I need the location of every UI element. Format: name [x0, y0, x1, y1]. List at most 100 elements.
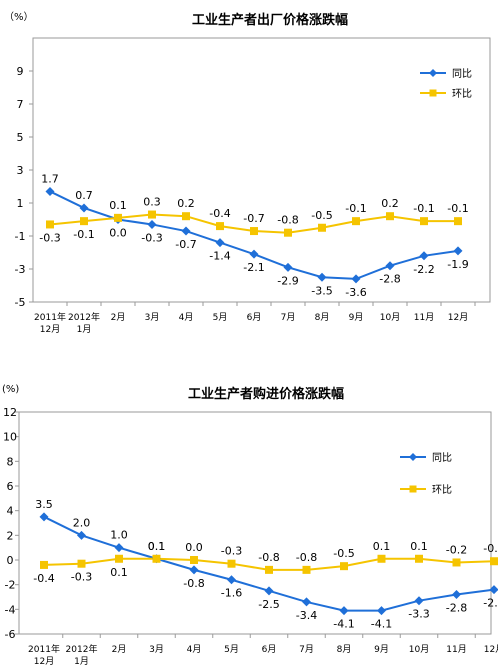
y-tick-label: -5 [15, 296, 26, 309]
data-label: -3.6 [345, 286, 366, 299]
chart-1-unit-label: （%） [4, 11, 34, 23]
y-tick-label: -2 [5, 579, 16, 592]
legend-label: 环比 [452, 88, 472, 100]
x-tick-label: 1月 [74, 656, 89, 667]
x-tick-label: 12月 [34, 656, 54, 667]
x-tick-label: 2月 [112, 644, 127, 655]
data-label: 1.7 [41, 172, 59, 185]
data-label: -0.8 [296, 551, 317, 564]
data-point-yoy [339, 606, 349, 616]
data-point-mom [80, 217, 88, 226]
y-tick-label: 9 [17, 65, 24, 78]
x-tick-label: 9月 [374, 644, 389, 655]
data-point-yoy [215, 238, 225, 248]
legend-marker [429, 69, 437, 77]
data-point-mom [40, 560, 48, 569]
data-point-mom [452, 558, 461, 567]
data-label: 0.3 [143, 196, 161, 209]
x-tick-label: 1月 [77, 324, 92, 335]
x-tick-label: 5月 [213, 312, 228, 323]
y-tick-label: 8 [7, 455, 14, 468]
x-tick-label: 2012年 [66, 643, 98, 655]
x-tick-label: 2012年 [68, 311, 100, 323]
data-label: -2.8 [379, 273, 400, 286]
data-point-yoy [489, 585, 498, 595]
data-point-yoy [39, 512, 49, 522]
x-tick-label: 12月 [484, 644, 498, 655]
x-tick-label: 2011年 [34, 311, 66, 323]
data-label: -2.4 [483, 597, 498, 610]
y-tick-label: 7 [17, 98, 24, 111]
x-tick-label: 6月 [247, 312, 262, 323]
data-point-yoy [264, 586, 274, 596]
data-label: 0.0 [185, 541, 203, 554]
data-point-mom [454, 217, 462, 226]
data-point-yoy [114, 543, 124, 553]
data-point-mom [190, 556, 198, 564]
data-label: -0.5 [333, 547, 354, 560]
data-label: -0.4 [33, 572, 54, 585]
y-tick-label: 12 [3, 406, 17, 419]
data-point-mom [415, 554, 423, 563]
data-label: 0.1 [373, 540, 391, 553]
x-tick-label: 2011年 [28, 643, 60, 655]
data-label: -0.1 [345, 202, 366, 215]
data-label: -1.6 [221, 587, 242, 600]
data-label: -4.1 [333, 618, 354, 631]
data-label: -2.2 [413, 263, 434, 276]
data-label: -0.3 [221, 545, 242, 558]
x-tick-label: 8月 [337, 644, 352, 655]
data-point-yoy [385, 261, 395, 271]
data-label: -0.4 [209, 207, 230, 220]
data-point-yoy [302, 597, 311, 607]
x-tick-label: 4月 [187, 644, 202, 655]
data-point-yoy [317, 272, 327, 282]
data-label: -0.1 [483, 542, 498, 555]
data-label: -3.3 [408, 608, 429, 621]
x-tick-label: 6月 [262, 644, 277, 655]
data-label: 0.1 [148, 540, 166, 553]
data-label: 3.5 [35, 498, 53, 511]
data-point-mom [216, 222, 224, 231]
data-label: -0.1 [413, 202, 434, 215]
y-tick-label: -6 [5, 628, 16, 641]
data-label: -0.3 [141, 231, 162, 244]
legend-marker [409, 485, 417, 493]
data-point-mom [115, 554, 123, 563]
x-tick-label: 9月 [349, 312, 364, 323]
data-label: -0.2 [446, 543, 467, 556]
x-tick-label: 11月 [414, 312, 434, 323]
data-point-yoy [189, 565, 199, 575]
data-label: -0.7 [175, 238, 196, 251]
data-point-yoy [77, 530, 86, 540]
data-label: -4.1 [371, 618, 392, 631]
x-tick-label: 11月 [446, 644, 466, 655]
data-point-yoy [419, 251, 429, 261]
y-tick-label: 0 [7, 554, 14, 567]
chart-1: 工业生产者出厂价格涨跌幅 （%） -5-3-1135792011年12月2012… [4, 11, 491, 335]
data-label: 0.1 [148, 540, 166, 553]
x-tick-label: 7月 [281, 312, 296, 323]
legend-marker [409, 453, 417, 461]
data-label: -0.8 [277, 214, 298, 227]
data-label: -0.1 [447, 202, 468, 215]
chart-2: 工业生产者购进价格涨跌幅 (%) -6-4-20246810122011年12月… [2, 384, 498, 667]
data-point-mom [340, 562, 348, 571]
data-label: -0.1 [73, 228, 94, 241]
x-tick-label: 12月 [448, 312, 468, 323]
y-tick-label: 4 [7, 505, 14, 518]
data-point-mom [182, 212, 190, 221]
data-point-yoy [147, 219, 157, 229]
data-point-yoy [79, 203, 89, 213]
data-label: 0.1 [410, 540, 428, 553]
chart-1-title: 工业生产者出厂价格涨跌幅 [192, 12, 348, 28]
legend-marker [429, 89, 437, 97]
data-point-yoy [181, 226, 191, 236]
data-point-yoy [377, 606, 386, 616]
data-point-yoy [414, 596, 424, 606]
data-point-mom [265, 565, 273, 574]
chart-2-plot-area [18, 411, 492, 635]
data-point-yoy [45, 186, 55, 196]
data-point-yoy [351, 274, 361, 284]
x-tick-label: 3月 [149, 644, 164, 655]
